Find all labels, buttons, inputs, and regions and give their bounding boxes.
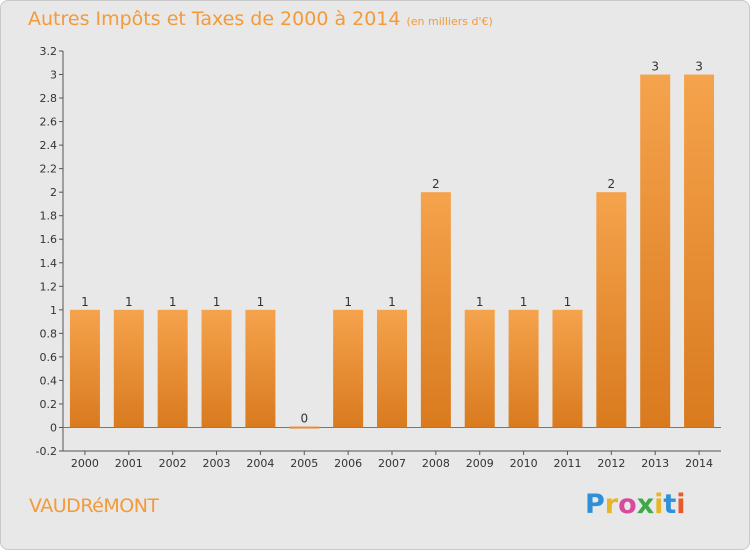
y-tick-label: 2.6 [40,116,58,129]
y-tick-label: 0.8 [40,327,58,340]
y-tick-label: 1.4 [40,257,58,270]
bar-value-label: 1 [81,295,89,309]
bar [420,192,451,428]
y-tick-label: 1.8 [40,210,58,223]
bar [552,309,583,428]
logo-letter: i [676,489,686,520]
bar-value-label: 2 [432,177,440,191]
bar-value-label: 2 [608,177,616,191]
bar [113,309,144,428]
bar-value-label: 1 [257,295,265,309]
commune-name: VAUDRéMONT [29,495,159,517]
x-tick-label: 2003 [203,457,231,470]
y-tick-label: 2.4 [40,139,58,152]
x-tick-label: 2012 [597,457,625,470]
y-tick-label: 1.6 [40,233,58,246]
x-tick-label: 2013 [641,457,669,470]
y-tick-label: 0.6 [40,351,58,364]
y-tick-label: 3.2 [40,45,58,58]
bar-value-label: 1 [169,295,177,309]
x-tick-label: 2002 [159,457,187,470]
y-tick-label: 0 [50,421,57,434]
logo-letter: P [585,489,605,520]
y-tick-label: 1 [50,304,57,317]
bar [69,309,100,428]
bar-value-label: 1 [344,295,352,309]
bar [157,309,188,428]
bar [201,309,232,428]
y-tick-label: 0.4 [40,374,58,387]
x-tick-label: 2004 [246,457,274,470]
x-tick-label: 2000 [71,457,99,470]
y-tick-label: 2.8 [40,92,58,105]
bar-value-label: 1 [388,295,396,309]
bar [684,74,715,428]
x-tick-label: 2006 [334,457,362,470]
x-tick-label: 2005 [290,457,318,470]
x-tick-label: 2009 [466,457,494,470]
bar-value-label: 1 [564,295,572,309]
chart-title: Autres Impôts et Taxes de 2000 à 2014 (en… [28,8,493,30]
y-tick-label: 3 [50,69,57,82]
x-tick-label: 2011 [553,457,581,470]
x-tick-label: 2008 [422,457,450,470]
bar-value-label: 1 [125,295,133,309]
bar [508,309,539,428]
y-tick-label: 0.2 [40,398,58,411]
y-tick-label: 1.2 [40,280,58,293]
bar-value-label: 3 [651,60,659,74]
bar-value-label: 3 [695,60,703,74]
x-tick-label: 2010 [510,457,538,470]
y-tick-label: 2.2 [40,163,58,176]
bar [596,192,627,428]
bar [289,426,320,429]
proxiti-logo: Proxiti [585,489,686,520]
x-tick-label: 2001 [115,457,143,470]
bar-value-label: 1 [213,295,221,309]
chart-title-text: Autres Impôts et Taxes de 2000 à 2014 [28,8,401,30]
bar [377,309,407,428]
logo-letter: o [618,489,637,520]
bar-value-label: 1 [520,295,528,309]
bar [464,309,495,428]
logo-letter: i [654,489,664,520]
x-tick-label: 2014 [685,457,713,470]
logo-letter: t [663,489,677,520]
bar-value-label: 0 [300,411,308,425]
bar [640,74,671,428]
logo-letter: r [604,489,619,520]
y-tick-label: -0.2 [36,445,57,458]
bar [245,309,276,428]
bar [333,309,364,428]
chart-subtitle: (en milliers d'€) [406,15,493,28]
y-tick-label: 2 [50,186,57,199]
bar-value-label: 1 [476,295,484,309]
logo-letter: x [636,489,655,520]
x-tick-label: 2007 [378,457,406,470]
